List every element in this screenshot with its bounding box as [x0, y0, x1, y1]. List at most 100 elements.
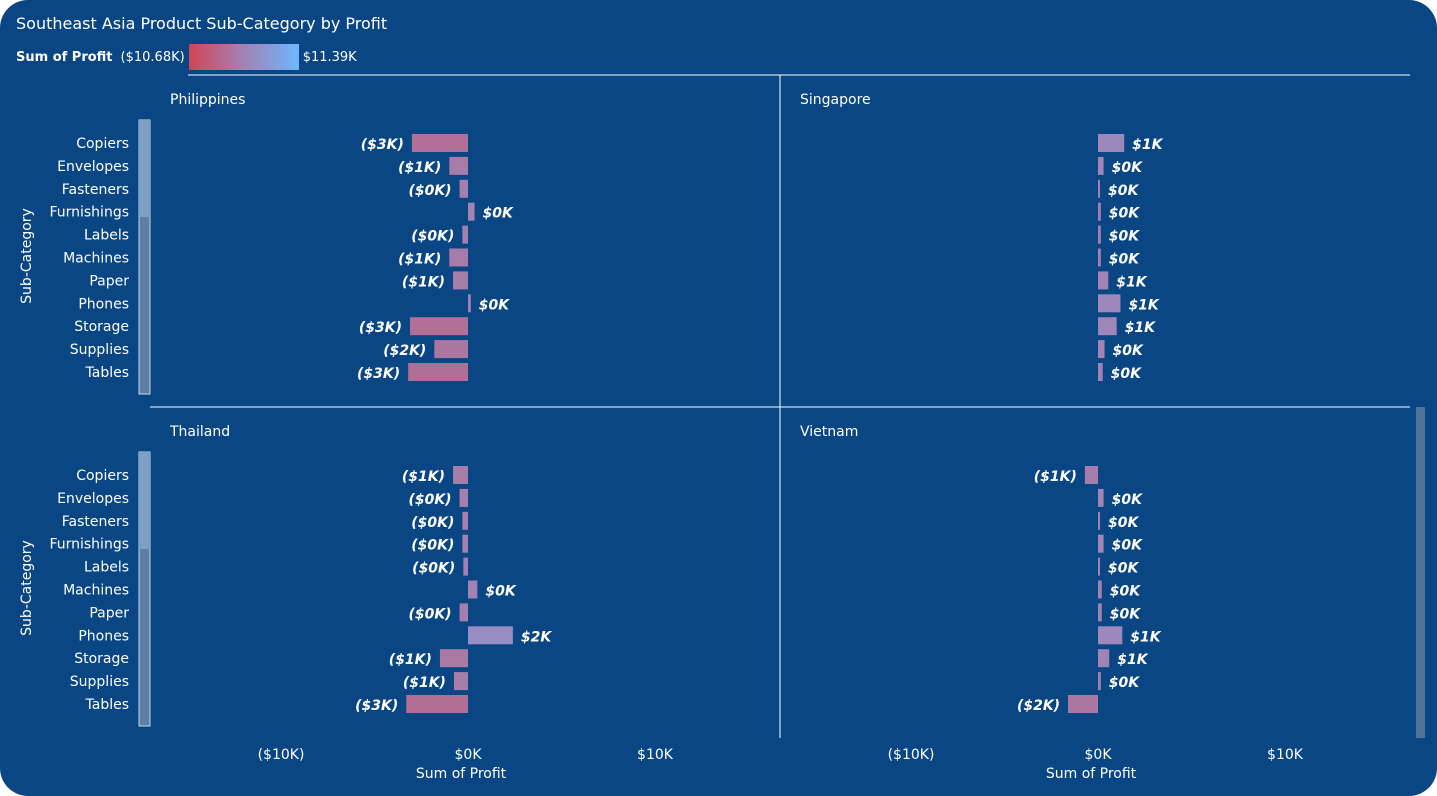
data-label: $0K — [1109, 206, 1140, 222]
category-label: Labels — [84, 560, 129, 576]
bar — [1098, 317, 1117, 336]
bar — [449, 248, 468, 267]
bar — [459, 603, 468, 622]
data-label: $0K — [479, 297, 510, 313]
data-label: $1K — [1116, 274, 1147, 290]
bar — [1098, 672, 1101, 691]
bar — [1098, 626, 1123, 645]
panel-singapore: Singapore $1K $0K $0K $0K $0K $0K $1K $1K $1K $0K $… — [800, 92, 1164, 382]
bar — [468, 580, 478, 599]
data-label: $0K — [1110, 606, 1141, 622]
data-label: ($2K) — [1017, 698, 1060, 714]
bar — [1098, 225, 1101, 244]
x-tick-label: $10K — [1267, 747, 1304, 763]
bar — [1098, 271, 1109, 290]
legend-gradient — [188, 44, 299, 70]
data-label: $0K — [1112, 538, 1143, 554]
bar — [1098, 202, 1101, 221]
category-label: Supplies — [70, 342, 129, 358]
bar — [468, 294, 471, 313]
data-label: $1K — [1125, 320, 1156, 336]
data-label: $1K — [1132, 137, 1163, 153]
panel-title: Philippines — [170, 92, 245, 108]
data-label: $0K — [1113, 343, 1144, 359]
panel-title: Vietnam — [800, 424, 858, 440]
bar — [1098, 134, 1125, 152]
outer-scrollbar — [1416, 407, 1425, 738]
bar — [453, 672, 468, 691]
bar — [1098, 534, 1104, 553]
bar — [462, 511, 468, 530]
x-tick-label: ($10K) — [258, 747, 305, 763]
category-label: Machines — [63, 583, 129, 599]
data-label: $0K — [1112, 160, 1143, 176]
bar — [453, 466, 468, 484]
legend-label: Sum of Profit — [16, 49, 113, 65]
data-label: ($2K) — [383, 343, 426, 359]
legend-min-label: ($10.68K) — [120, 49, 185, 65]
bar — [462, 534, 468, 553]
data-label: ($1K) — [389, 652, 432, 668]
x-tick-label: $0K — [455, 747, 483, 763]
bar — [1098, 580, 1102, 599]
bar — [468, 626, 513, 645]
data-label: $0K — [1109, 252, 1140, 268]
category-label: Fasteners — [62, 514, 129, 530]
data-label: $0K — [485, 584, 516, 600]
category-label: Tables — [85, 365, 130, 381]
panel-philippines: Philippines Sub-Category Copiers Envelopes F… — [19, 92, 514, 395]
category-label: Copiers — [76, 468, 129, 484]
data-label: ($3K) — [359, 320, 402, 336]
category-label: Envelopes — [57, 491, 129, 507]
y-axis-title: Sub-Category — [19, 208, 35, 304]
bar — [1098, 294, 1121, 313]
data-label: $1K — [1130, 629, 1161, 645]
category-label: Tables — [85, 697, 130, 713]
panel-vietnam: Vietnam ($1K) $0K $0K $0K $0K $0K $0K $1K $1K $0K (… — [800, 424, 1304, 782]
data-label: $0K — [1112, 492, 1143, 508]
data-label: $0K — [1108, 183, 1139, 199]
category-label: Supplies — [70, 674, 129, 690]
data-label: ($3K) — [355, 698, 398, 714]
data-label: ($1K) — [402, 469, 445, 485]
panel-thailand: Thailand Sub-Category Copiers Envelopes Fast… — [19, 424, 674, 782]
data-label: ($0K) — [411, 229, 454, 245]
bar — [1098, 340, 1105, 359]
bar — [1098, 248, 1101, 267]
bar — [1098, 363, 1103, 381]
bar — [1098, 603, 1102, 622]
bar — [1098, 557, 1100, 576]
data-label: $1K — [1128, 297, 1159, 313]
panel-title: Thailand — [169, 424, 230, 440]
bar — [449, 156, 468, 175]
category-label: Labels — [84, 228, 129, 244]
data-label: ($1K) — [402, 274, 445, 290]
x-axis-title: Sum of Profit — [416, 766, 507, 782]
bar — [410, 317, 468, 336]
bar — [1098, 511, 1100, 530]
category-label: Phones — [78, 296, 129, 312]
bar — [463, 557, 468, 576]
data-label: $1K — [1117, 652, 1148, 668]
data-label: $0K — [1109, 229, 1140, 245]
data-label: ($0K) — [408, 492, 451, 508]
bar — [1098, 156, 1104, 175]
bar — [468, 202, 475, 221]
bar — [459, 488, 468, 507]
y-axis-title: Sub-Category — [19, 540, 35, 636]
data-label: $0K — [1108, 515, 1139, 531]
panel-title: Singapore — [800, 92, 871, 108]
legend-max-label: $11.39K — [302, 49, 357, 65]
color-legend: Sum of Profit ($10.68K) $11.39K — [16, 44, 357, 70]
chart-title: Southeast Asia Product Sub-Category by P… — [16, 14, 388, 33]
bar — [439, 649, 468, 668]
bar — [459, 179, 468, 198]
bar — [408, 363, 468, 381]
bar — [411, 134, 468, 152]
category-label: Storage — [74, 319, 129, 335]
x-axis-title: Sum of Profit — [1046, 766, 1137, 782]
category-label: Copiers — [76, 136, 129, 152]
data-label: $0K — [1108, 561, 1139, 577]
data-label: ($1K) — [403, 675, 446, 691]
